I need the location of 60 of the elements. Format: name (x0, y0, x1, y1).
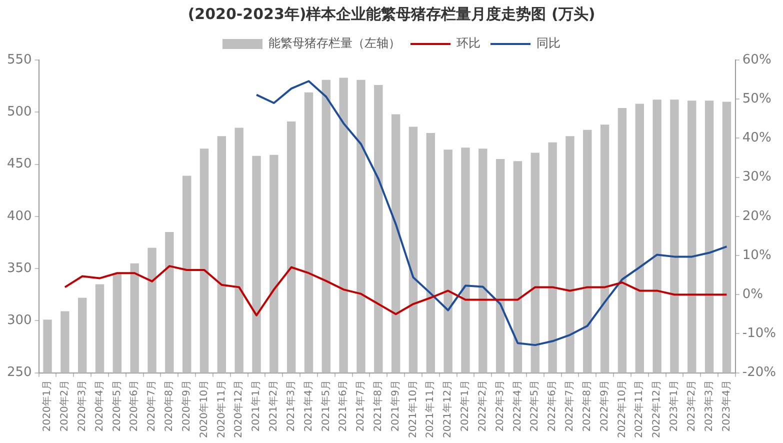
x-tick-label: 2022年12月 (650, 380, 663, 438)
x-tick-label: 2021年5月 (320, 380, 332, 432)
x-tick-label: 2021年2月 (268, 380, 280, 432)
x-tick-label: 2020年1月 (41, 380, 54, 432)
y2-tick-label: -20% (742, 365, 776, 380)
y2-tick-label: 50% (742, 91, 772, 106)
x-tick-label: 2021年7月 (354, 380, 367, 432)
y-tick-label: 300 (6, 313, 32, 328)
x-tick-label: 2021年4月 (302, 380, 314, 432)
y2-tick-label: 0% (742, 286, 764, 302)
x-tick-label: 2022年1月 (459, 380, 472, 432)
x-tick-label: 2021年1月 (250, 380, 262, 432)
y2-tick-label: 60% (742, 52, 772, 68)
legend-label: 能繁母猪存栏量（左轴） (268, 36, 400, 50)
x-tick-label: 2022年11月 (633, 380, 646, 438)
x-tick-label: 2020年5月 (110, 380, 123, 432)
x-tick-label: 2021年9月 (389, 380, 402, 432)
x-tick-label: 2020年6月 (128, 380, 140, 432)
y-tick-label: 450 (6, 156, 32, 172)
legend-label: 同比 (536, 36, 560, 50)
x-tick-label: 2020年3月 (76, 380, 88, 432)
x-tick-label: 2020年12月 (232, 380, 245, 438)
x-tick-label: 2022年3月 (494, 380, 506, 432)
x-tick-label: 2023年1月 (668, 380, 680, 432)
x-tick-label: 2022年7月 (564, 380, 576, 432)
y-tick-label: 250 (6, 365, 32, 380)
legend-label: 环比 (456, 36, 480, 50)
y-tick-label: 350 (6, 260, 32, 276)
x-tick-label: 2020年8月 (163, 380, 176, 432)
x-tick-label: 2022年6月 (546, 380, 558, 432)
x-tick-label: 2021年11月 (424, 380, 436, 438)
x-tick-label: 2021年3月 (284, 380, 297, 432)
x-tick-label: 2023年2月 (685, 380, 698, 432)
y2-tick-label: 10% (742, 248, 772, 263)
x-tick-label: 2020年2月 (58, 380, 71, 432)
y2-tick-label: -10% (742, 326, 776, 342)
x-tick-label: 2022年9月 (598, 380, 610, 432)
x-tick-label: 2023年3月 (702, 380, 715, 432)
x-tick-label: 2020年7月 (146, 380, 158, 432)
x-tick-label: 2021年6月 (337, 380, 350, 432)
x-tick-label: 2020年11月 (215, 380, 228, 438)
y2-tick-label: 40% (742, 130, 772, 146)
y-tick-label: 550 (6, 52, 32, 68)
y2-tick-label: 20% (742, 208, 772, 224)
x-tick-label: 2022年5月 (528, 380, 541, 432)
x-tick-label: 2020年4月 (93, 380, 106, 432)
x-tick-label: 2021年10月 (406, 380, 419, 438)
x-tick-label: 2022年4月 (511, 380, 524, 432)
chart-title: (2020-2023年)样本企业能繁母猪存栏量月度走势图 (万头) (188, 4, 596, 23)
x-tick-label: 2022年2月 (476, 380, 488, 432)
x-tick-label: 2020年9月 (180, 380, 192, 432)
x-tick-label: 2021年12月 (442, 380, 454, 438)
y2-tick-label: 30% (742, 170, 772, 185)
x-tick-label: 2023年4月 (720, 380, 732, 432)
y-tick-label: 500 (6, 104, 32, 120)
y-tick-label: 400 (6, 208, 32, 224)
x-tick-label: 2020年10月 (198, 380, 210, 438)
x-tick-label: 2022年8月 (580, 380, 593, 432)
x-tick-label: 2021年8月 (372, 380, 384, 432)
x-tick-label: 2022年10月 (616, 380, 628, 438)
